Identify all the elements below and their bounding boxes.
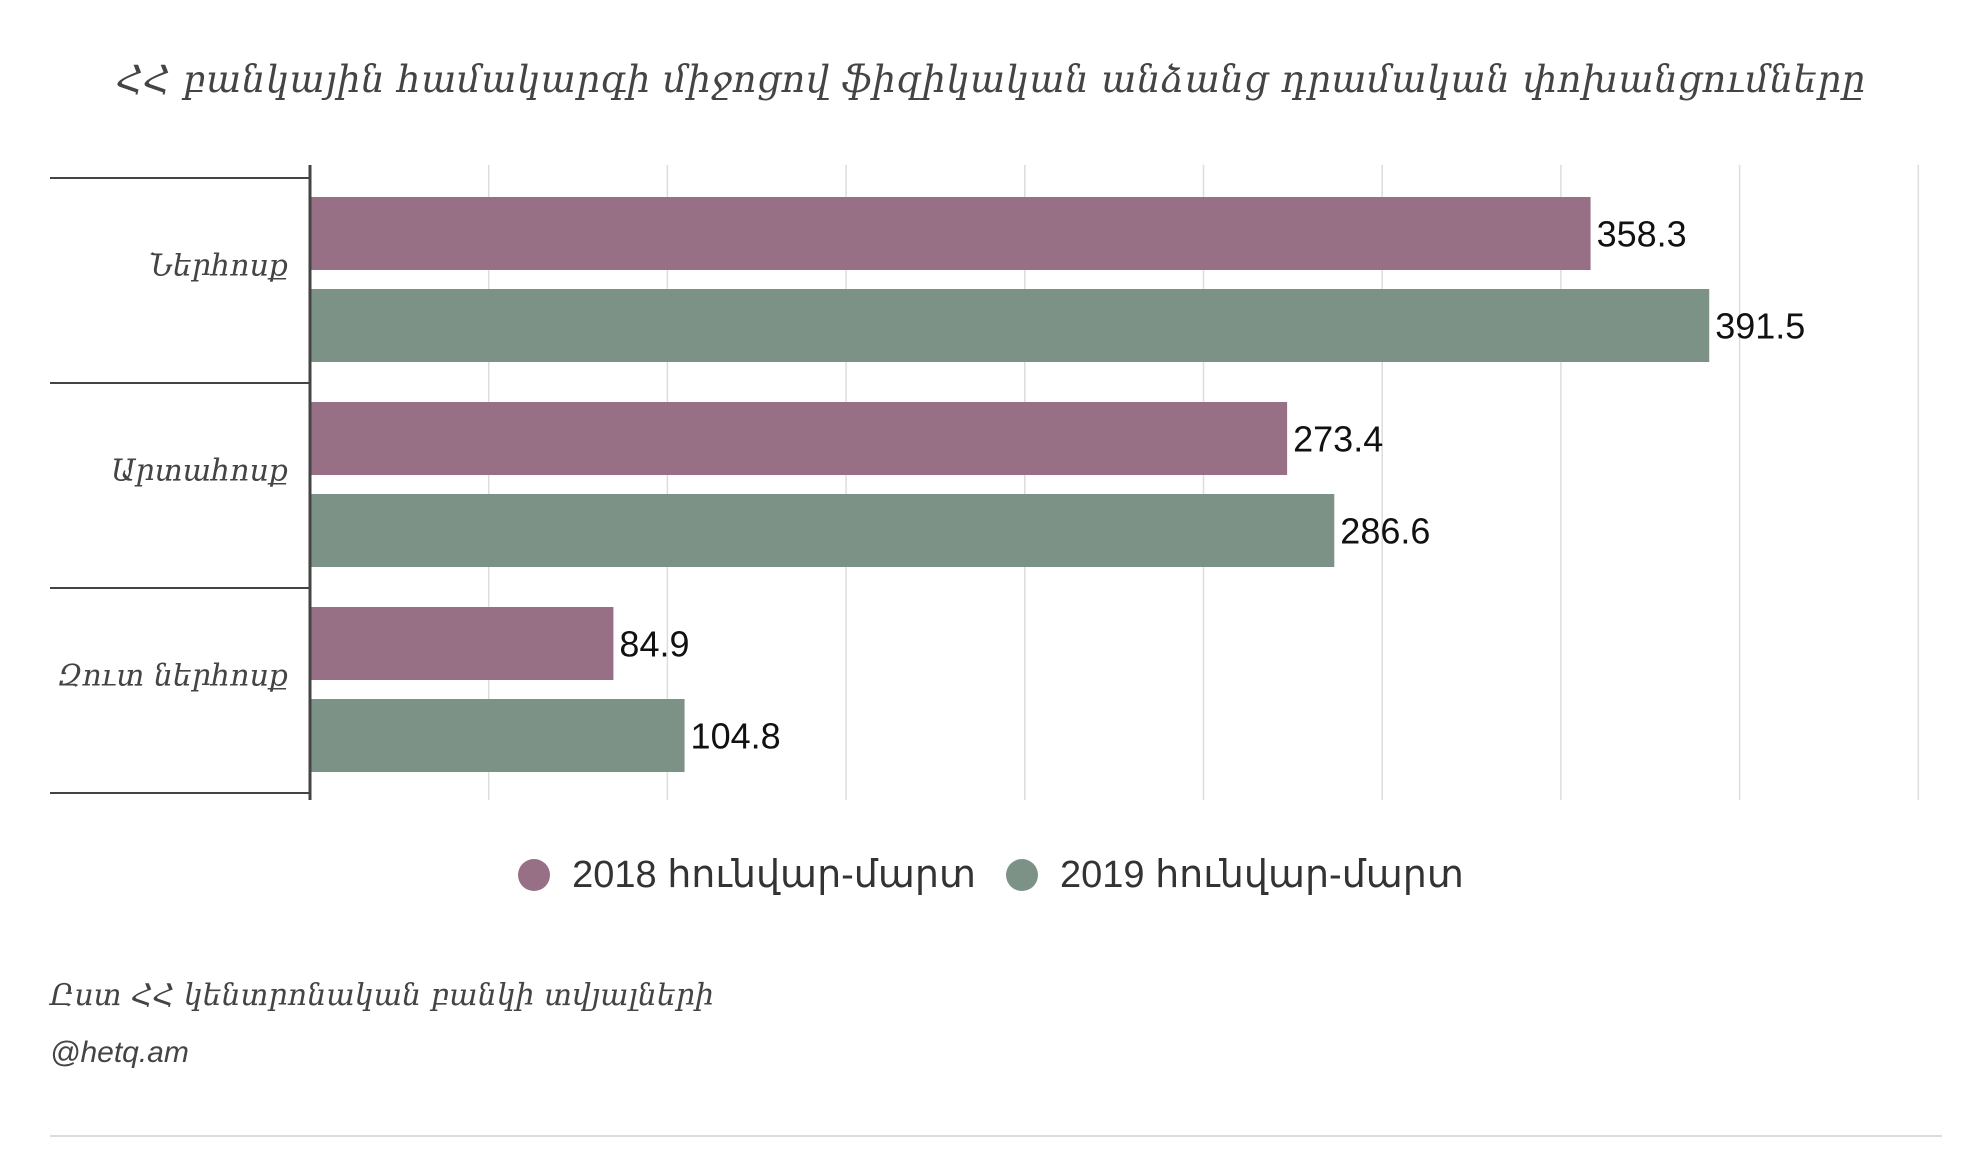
legend-swatch xyxy=(1006,858,1038,891)
data-label: 104.8 xyxy=(691,716,781,757)
category-label: Զուտ ներհոսք xyxy=(58,659,288,694)
bars: 358.3 391.5 273.4 286.6 84.9 104.8 xyxy=(310,197,1805,772)
legend-entry: 2018 հունվար-մարտ xyxy=(518,852,976,897)
legend-label: 2019 հունվար-մարտ xyxy=(1060,854,1464,896)
category-label: Արտահոսք xyxy=(111,454,288,489)
data-label: 358.3 xyxy=(1597,214,1687,255)
category-axis: Ներհոսք Արտահոսք Զուտ ներհոսք xyxy=(50,165,312,800)
chart-title: ՀՀ բանկային համակարգի միջոցով ֆիզիկական … xyxy=(116,58,1866,101)
category-label: Ներհոսք xyxy=(149,249,288,284)
data-label: 273.4 xyxy=(1293,419,1383,460)
bar xyxy=(310,699,685,772)
bar xyxy=(310,197,1591,270)
data-label: 84.9 xyxy=(619,624,689,665)
data-label: 286.6 xyxy=(1340,511,1430,552)
credit: @hetq.am xyxy=(50,1036,189,1069)
legend-swatch xyxy=(518,858,551,891)
bar xyxy=(310,402,1288,475)
bar xyxy=(310,494,1335,567)
bar-chart: 358.3 391.5 273.4 286.6 84.9 104.8 Ներհոսք Արտ… xyxy=(50,165,1920,800)
legend: 2018 հունվար-մարտ 2019 հունվար-մարտ xyxy=(0,852,1982,897)
footer-divider xyxy=(50,1135,1942,1137)
data-label: 391.5 xyxy=(1715,306,1805,347)
bar xyxy=(310,289,1710,362)
bar xyxy=(310,607,614,680)
legend-entry: 2019 հունվար-մարտ xyxy=(1006,852,1464,897)
gridlines xyxy=(487,165,1920,800)
legend-label: 2018 հունվար-մարտ xyxy=(572,854,976,896)
source-note: Ըստ ՀՀ կենտրոնական բանկի տվյալների xyxy=(50,978,715,1013)
